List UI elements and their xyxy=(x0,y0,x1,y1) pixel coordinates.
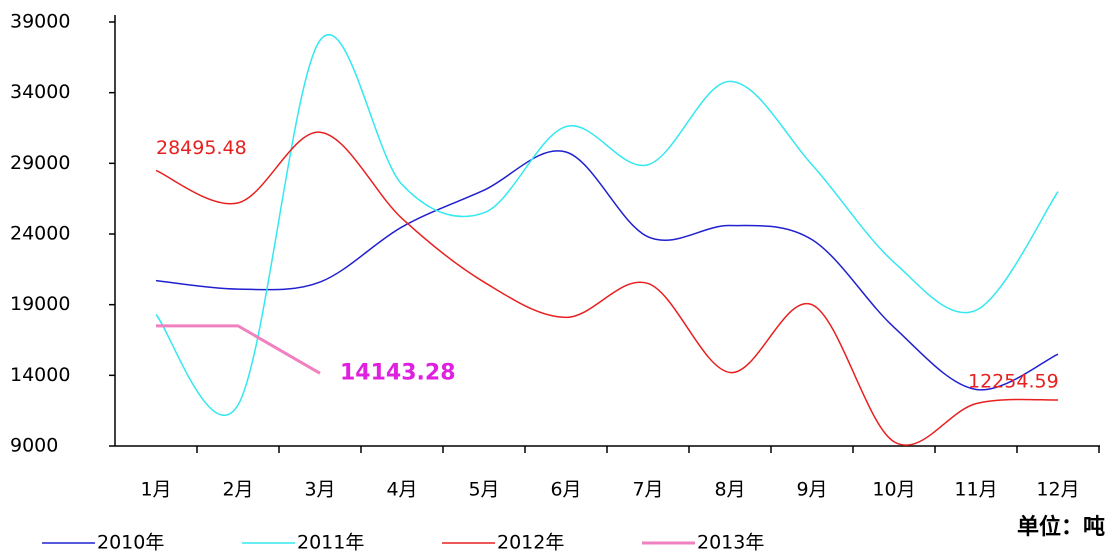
unit-annotation: 单位：吨 xyxy=(1017,514,1105,540)
x-tick-label: 3月 xyxy=(304,479,335,501)
x-tick-label: 12月 xyxy=(1036,479,1079,501)
series-line xyxy=(155,150,1059,391)
data-label: 28495.48 xyxy=(156,137,247,159)
x-tick-label: 1月 xyxy=(140,479,171,501)
y-tick-label: 9000 xyxy=(10,435,58,457)
x-tick-label: 10月 xyxy=(872,479,915,501)
y-tick-label: 29000 xyxy=(10,152,70,174)
y-tick-label: 34000 xyxy=(10,81,70,103)
legend-label: 2013年 xyxy=(697,532,764,554)
legend-label: 2012年 xyxy=(497,532,564,554)
y-tick-label: 19000 xyxy=(10,293,70,315)
x-tick-label: 9月 xyxy=(796,479,827,501)
series-line xyxy=(156,324,321,375)
x-tick-label: 6月 xyxy=(550,479,581,501)
legend-label: 2011年 xyxy=(297,532,364,554)
x-tick-label: 2月 xyxy=(222,479,253,501)
x-tick-label: 11月 xyxy=(954,479,997,501)
x-tick-label: 4月 xyxy=(386,479,417,501)
data-label: 14143.28 xyxy=(340,360,456,385)
x-tick-label: 7月 xyxy=(632,479,663,501)
series-line xyxy=(155,34,1059,416)
y-tick-label: 24000 xyxy=(10,223,70,245)
x-tick-label: 5月 xyxy=(468,479,499,501)
legend-label: 2010年 xyxy=(97,532,164,554)
y-tick-label: 39000 xyxy=(10,11,70,33)
series-line xyxy=(155,131,1059,446)
y-tick-label: 14000 xyxy=(10,364,70,386)
x-tick-label: 8月 xyxy=(714,479,745,501)
data-label: 12254.59 xyxy=(968,371,1059,393)
